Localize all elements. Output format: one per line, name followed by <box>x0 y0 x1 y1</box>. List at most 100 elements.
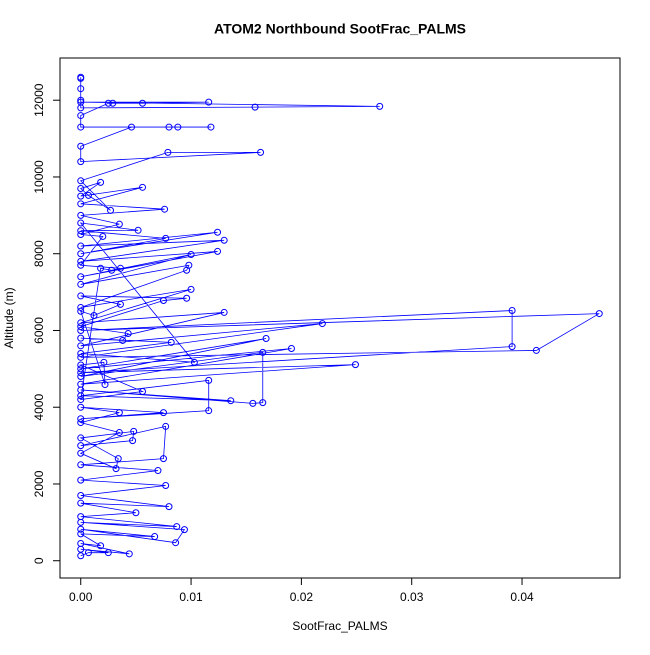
data-point <box>115 220 123 228</box>
data-point <box>205 376 213 384</box>
data-point <box>101 381 109 389</box>
data-point <box>77 227 85 235</box>
data-point <box>77 403 85 411</box>
data-point <box>77 369 85 377</box>
data-point <box>77 365 85 373</box>
data-point <box>167 338 175 346</box>
data-point <box>77 552 85 560</box>
data-point <box>116 264 124 272</box>
data-point <box>115 429 123 437</box>
x-tick-label: 0.00 <box>69 590 93 604</box>
data-point <box>77 142 85 150</box>
data-point <box>185 261 193 269</box>
data-point <box>134 226 142 234</box>
data-point <box>174 123 182 131</box>
data-point <box>159 297 167 305</box>
y-tick-label: 8000 <box>32 240 46 267</box>
data-point <box>259 348 267 356</box>
data-point <box>77 499 85 507</box>
data-point <box>532 346 540 354</box>
data-point <box>77 525 85 533</box>
data-point <box>318 320 326 328</box>
data-point <box>77 476 85 484</box>
y-tick-label: 4000 <box>32 394 46 421</box>
data-point <box>125 550 133 558</box>
data-point <box>595 310 603 318</box>
data-point <box>259 399 267 407</box>
data-point <box>104 549 112 557</box>
data-point <box>257 148 265 156</box>
data-point <box>77 261 85 269</box>
data-point <box>77 257 85 265</box>
data-point <box>376 102 384 110</box>
y-tick-label: 2000 <box>32 470 46 497</box>
data-point <box>77 373 85 381</box>
data-point <box>77 380 85 388</box>
data-point <box>77 112 85 120</box>
y-tick-label: 0 <box>32 557 46 564</box>
data-point <box>77 353 85 361</box>
data-point <box>77 177 85 185</box>
data-point <box>159 409 167 417</box>
x-tick-label: 0.04 <box>510 590 534 604</box>
data-point <box>77 442 85 450</box>
data-point <box>139 99 147 107</box>
data-point <box>104 99 112 107</box>
y-tick-label: 12000 <box>32 83 46 117</box>
data-point <box>112 465 120 473</box>
data-point <box>159 455 167 463</box>
data-point <box>220 236 228 244</box>
data-point <box>77 342 85 350</box>
data-point <box>77 461 85 469</box>
data-point <box>77 513 85 521</box>
chart-title: ATOM2 Northbound SootFrac_PALMS <box>214 21 466 37</box>
data-point <box>77 396 85 404</box>
data-point <box>214 247 222 255</box>
data-point <box>77 273 85 281</box>
data-point <box>84 549 92 557</box>
data-point <box>77 319 85 327</box>
data-point <box>77 192 85 200</box>
data-point <box>109 99 117 107</box>
data-point <box>77 96 85 104</box>
y-tick-label: 6000 <box>32 317 46 344</box>
data-point <box>77 539 85 547</box>
data-point <box>207 123 215 131</box>
data-point <box>99 232 107 240</box>
data-point <box>77 219 85 227</box>
data-point <box>77 349 85 357</box>
data-point <box>162 482 170 490</box>
data-point <box>77 434 85 442</box>
data-point <box>77 292 85 300</box>
data-point <box>116 300 124 308</box>
data-point <box>77 242 85 250</box>
data-point <box>227 397 235 405</box>
data-point <box>77 280 85 288</box>
data-point <box>77 184 85 192</box>
data-point <box>77 307 85 315</box>
data-point <box>77 85 85 93</box>
data-point <box>115 409 123 417</box>
data-point <box>132 509 140 517</box>
data-point <box>77 449 85 457</box>
data-point <box>151 533 159 541</box>
data-point <box>77 491 85 499</box>
data-point <box>180 526 188 534</box>
x-axis-label: SootFrac_PALMS <box>292 619 387 633</box>
data-point <box>508 343 516 351</box>
data-point <box>187 250 195 258</box>
plot-frame <box>59 57 621 579</box>
data-point <box>183 294 191 302</box>
data-point <box>508 307 516 315</box>
data-point <box>187 285 195 293</box>
data-point <box>249 399 257 407</box>
y-tick-label: 10000 <box>32 160 46 194</box>
data-point <box>77 158 85 166</box>
data-point <box>100 358 108 366</box>
data-point <box>77 361 85 369</box>
data-point <box>127 123 135 131</box>
data-point <box>162 234 170 242</box>
data-point <box>84 191 92 199</box>
